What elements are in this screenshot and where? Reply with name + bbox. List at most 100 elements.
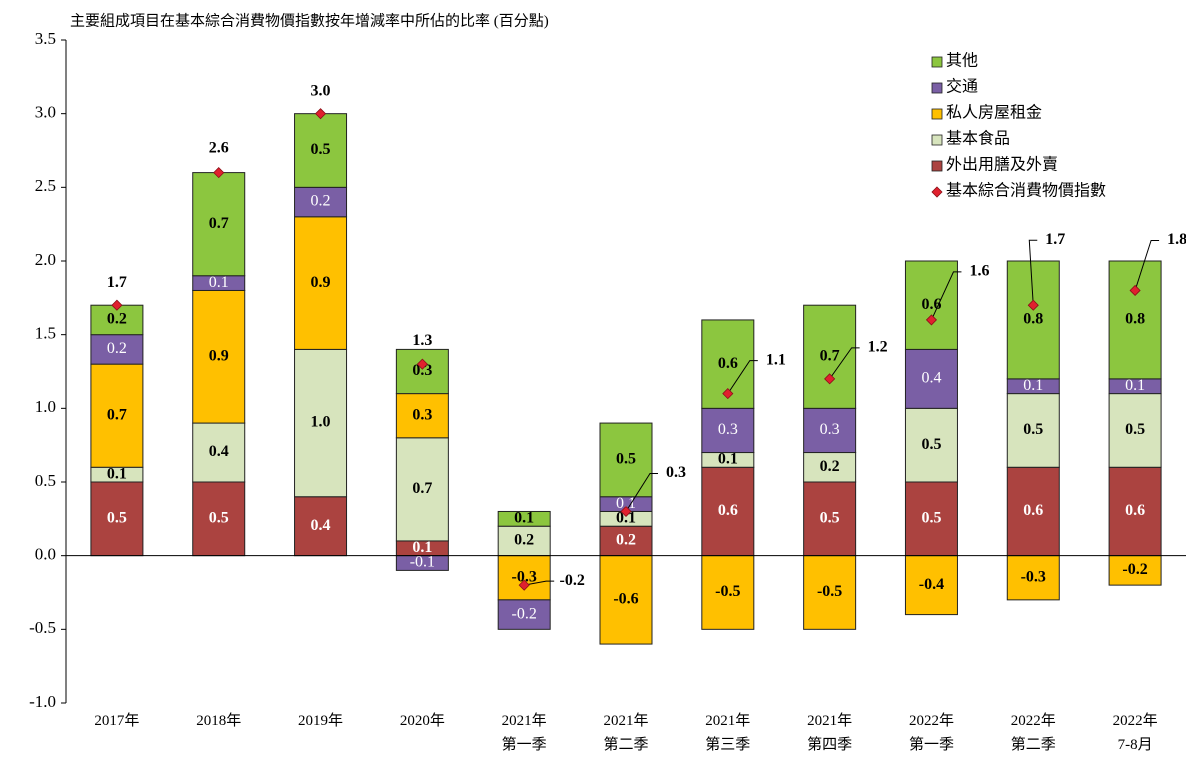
index-label: 1.3 [412, 332, 432, 349]
data-label: 0.1 [514, 510, 534, 527]
legend-label: 私人房屋租金 [946, 104, 1042, 122]
y-tick-label: 2.5 [35, 176, 56, 195]
leader-line [727, 360, 758, 394]
bar-segment [192, 172, 246, 277]
bar-segment [497, 525, 551, 557]
index-label: 1.6 [969, 263, 989, 280]
data-label: 0.5 [107, 510, 127, 527]
bar-segment [90, 481, 144, 557]
data-label: 0.1 [616, 510, 636, 527]
data-label: -0.6 [613, 591, 638, 608]
legend-label: 基本綜合消費物價指數 [946, 182, 1106, 200]
bar-segment [701, 407, 755, 454]
legend-swatch [931, 108, 943, 120]
legend-swatch [931, 134, 943, 146]
index-marker [314, 108, 327, 120]
legend-swatch [931, 82, 943, 94]
data-label: 0.3 [718, 421, 738, 438]
data-label: 0.1 [412, 539, 432, 556]
bar-segment [1006, 260, 1060, 380]
bar-segment [1108, 393, 1162, 468]
data-label: -0.1 [410, 554, 435, 571]
bar-segment [192, 289, 246, 424]
data-label: 0.1 [107, 465, 127, 482]
data-label: -0.2 [512, 605, 537, 622]
data-label: -0.4 [919, 576, 944, 593]
y-tick-label: 0.5 [35, 471, 56, 490]
legend-label: 外出用膳及外賣 [946, 156, 1058, 174]
bar-segment [192, 422, 246, 483]
data-label: 0.7 [820, 347, 840, 364]
index-marker [518, 579, 530, 591]
y-tick-label: -0.5 [29, 618, 56, 637]
x-tick-label: 2022年 7-8月 [1112, 713, 1158, 753]
bar-segment [1108, 466, 1162, 557]
data-label: 0.9 [311, 274, 331, 291]
data-label: 0.5 [1125, 421, 1145, 438]
index-label: 1.2 [868, 339, 888, 356]
data-label: 0.5 [311, 141, 331, 158]
index-marker [416, 358, 428, 370]
x-tick-label: 2021年 第三季 [705, 713, 751, 753]
data-label: 0.6 [718, 355, 738, 372]
bar-segment [497, 510, 551, 527]
data-label: 0.3 [412, 362, 432, 379]
y-tick-label: 1.5 [35, 324, 56, 343]
legend-swatch [931, 56, 943, 68]
bar-segment [599, 525, 653, 557]
index-marker [620, 505, 632, 518]
data-label: 1.0 [311, 414, 331, 431]
data-label: -0.3 [512, 568, 537, 585]
data-label: 0.7 [209, 215, 229, 232]
data-label: 0.6 [1023, 502, 1043, 519]
bar-segment [192, 481, 246, 557]
data-label: 0.7 [107, 406, 127, 423]
index-marker [1027, 299, 1039, 311]
data-label: 0.6 [718, 502, 738, 519]
data-label: 0.5 [820, 510, 840, 527]
leader-line [930, 271, 962, 321]
bar-segment [90, 363, 144, 468]
bar-segment [904, 481, 958, 557]
bar-segment [395, 348, 449, 395]
index-label: 1.1 [766, 351, 786, 368]
bar-segment [803, 452, 857, 483]
index-label: -0.2 [560, 572, 585, 589]
data-label: -0.5 [715, 583, 740, 600]
bar-segment [294, 186, 348, 218]
x-tick-label: 2022年 第二季 [1010, 713, 1056, 753]
data-label: 0.4 [921, 370, 941, 387]
bar-segment [294, 113, 348, 188]
data-label: -0.3 [1021, 568, 1046, 585]
index-marker [111, 299, 123, 311]
index-marker [1129, 284, 1141, 297]
data-label: 0.2 [514, 532, 534, 549]
index-label: 3.0 [311, 82, 331, 99]
leader-line [1134, 239, 1160, 291]
index-marker [722, 388, 734, 400]
legend-label: 基本食品 [946, 130, 1010, 148]
data-label: 0.1 [1125, 377, 1145, 394]
data-label: 0.1 [718, 451, 738, 468]
data-label: 0.7 [412, 480, 432, 497]
bar-segment [1006, 393, 1060, 468]
bar-segment [701, 555, 755, 630]
index-label: 1.8 [1167, 231, 1186, 248]
x-tick-label: 2022年 第一季 [908, 713, 954, 753]
data-label: 0.3 [412, 406, 432, 423]
bar-segment [599, 555, 653, 645]
bar-segment [904, 260, 958, 350]
data-label: 0.4 [311, 517, 331, 534]
index-label: 2.6 [209, 139, 229, 156]
x-tick-label: 2017年 [94, 713, 140, 729]
legend-label: 其他 [946, 52, 978, 70]
data-label: 0.1 [616, 495, 636, 512]
x-tick-label: 2019年 [298, 713, 344, 729]
data-label: -0.5 [817, 583, 842, 600]
index-marker [824, 373, 836, 385]
bar-segment [904, 348, 958, 409]
x-tick-label: 2021年 第一季 [501, 713, 547, 753]
x-tick-label: 2018年 [196, 713, 242, 729]
